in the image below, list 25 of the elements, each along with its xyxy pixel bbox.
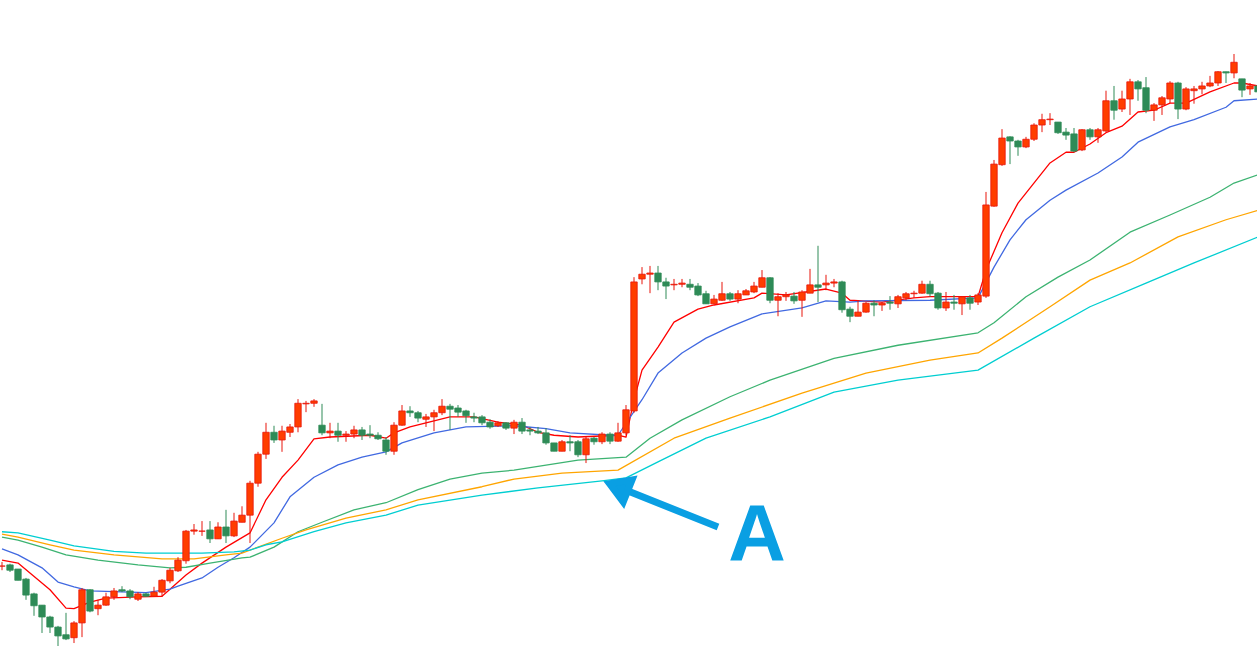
candlestick	[878, 301, 886, 312]
candlestick	[206, 520, 214, 544]
candlestick	[870, 299, 878, 317]
candlestick	[814, 245, 822, 303]
candlestick	[326, 422, 334, 439]
candlestick	[766, 276, 774, 304]
candlestick	[942, 291, 950, 312]
candlestick	[334, 422, 342, 443]
candlestick	[886, 295, 894, 311]
candlestick	[510, 419, 518, 435]
candlestick	[1110, 85, 1118, 121]
candlestick	[950, 294, 958, 311]
candlestick	[1222, 71, 1230, 84]
candlestick	[958, 295, 966, 316]
candlestick	[582, 436, 590, 464]
candlestick	[0, 561, 6, 571]
candlestick	[222, 509, 230, 544]
annotation: A	[730, 505, 784, 561]
candlestick	[1246, 82, 1254, 96]
candlestick	[1238, 78, 1246, 98]
candlestick	[318, 403, 326, 436]
candlestick	[590, 436, 598, 446]
candlestick	[1230, 53, 1238, 79]
candlestick	[966, 294, 974, 311]
candlestick	[270, 425, 278, 444]
